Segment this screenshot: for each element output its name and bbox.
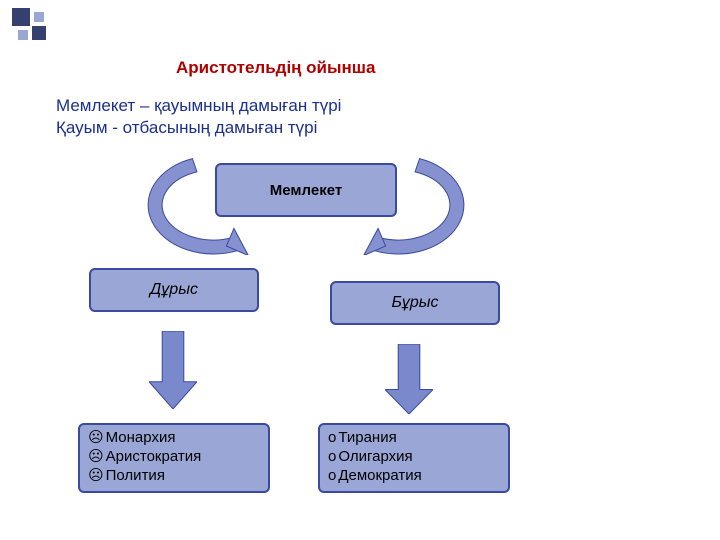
list-wrong: oТиранияo Олигархияo Демократия bbox=[318, 423, 510, 493]
node-correct: Дұрыс bbox=[89, 268, 259, 312]
list-item: o Олигархия bbox=[328, 448, 500, 467]
down-arrow-right bbox=[385, 344, 433, 414]
list-item: ☹Полития bbox=[88, 467, 260, 486]
bullet-icon: o bbox=[328, 467, 336, 486]
bullet-icon: ☹ bbox=[88, 467, 104, 486]
node-correct-label: Дұрыс bbox=[150, 281, 198, 299]
list-item-label: Монархия bbox=[106, 429, 176, 448]
list-item-label: Полития bbox=[106, 467, 165, 486]
node-state: Мемлекет bbox=[215, 163, 397, 217]
list-item-label: Олигархия bbox=[338, 448, 412, 467]
corner-decor bbox=[12, 8, 52, 53]
node-state-label: Мемлекет bbox=[270, 182, 342, 199]
subtitle-line-1: Мемлекет – қауымның дамыған түрі bbox=[56, 96, 341, 116]
bullet-icon: o bbox=[328, 448, 336, 467]
bullet-icon: ☹ bbox=[88, 448, 104, 467]
list-item: oТирания bbox=[328, 429, 500, 448]
subtitle-line-2: Қауым - отбасының дамыған түрі bbox=[56, 118, 317, 138]
list-item-label: Демократия bbox=[338, 467, 421, 486]
page-title: Аристотельдің ойынша bbox=[176, 58, 375, 78]
node-wrong-label: Бұрыс bbox=[391, 294, 438, 312]
list-item-label: Аристократия bbox=[106, 448, 202, 467]
bullet-icon: ☹ bbox=[88, 429, 104, 448]
list-correct: ☹Монархия☹Аристократия☹Полития bbox=[78, 423, 270, 493]
list-item: ☹Монархия bbox=[88, 429, 260, 448]
down-arrow-left bbox=[149, 331, 197, 409]
list-item-label: Тирания bbox=[338, 429, 396, 448]
node-wrong: Бұрыс bbox=[330, 281, 500, 325]
bullet-icon: o bbox=[328, 429, 336, 448]
list-item: ☹Аристократия bbox=[88, 448, 260, 467]
list-item: o Демократия bbox=[328, 467, 500, 486]
